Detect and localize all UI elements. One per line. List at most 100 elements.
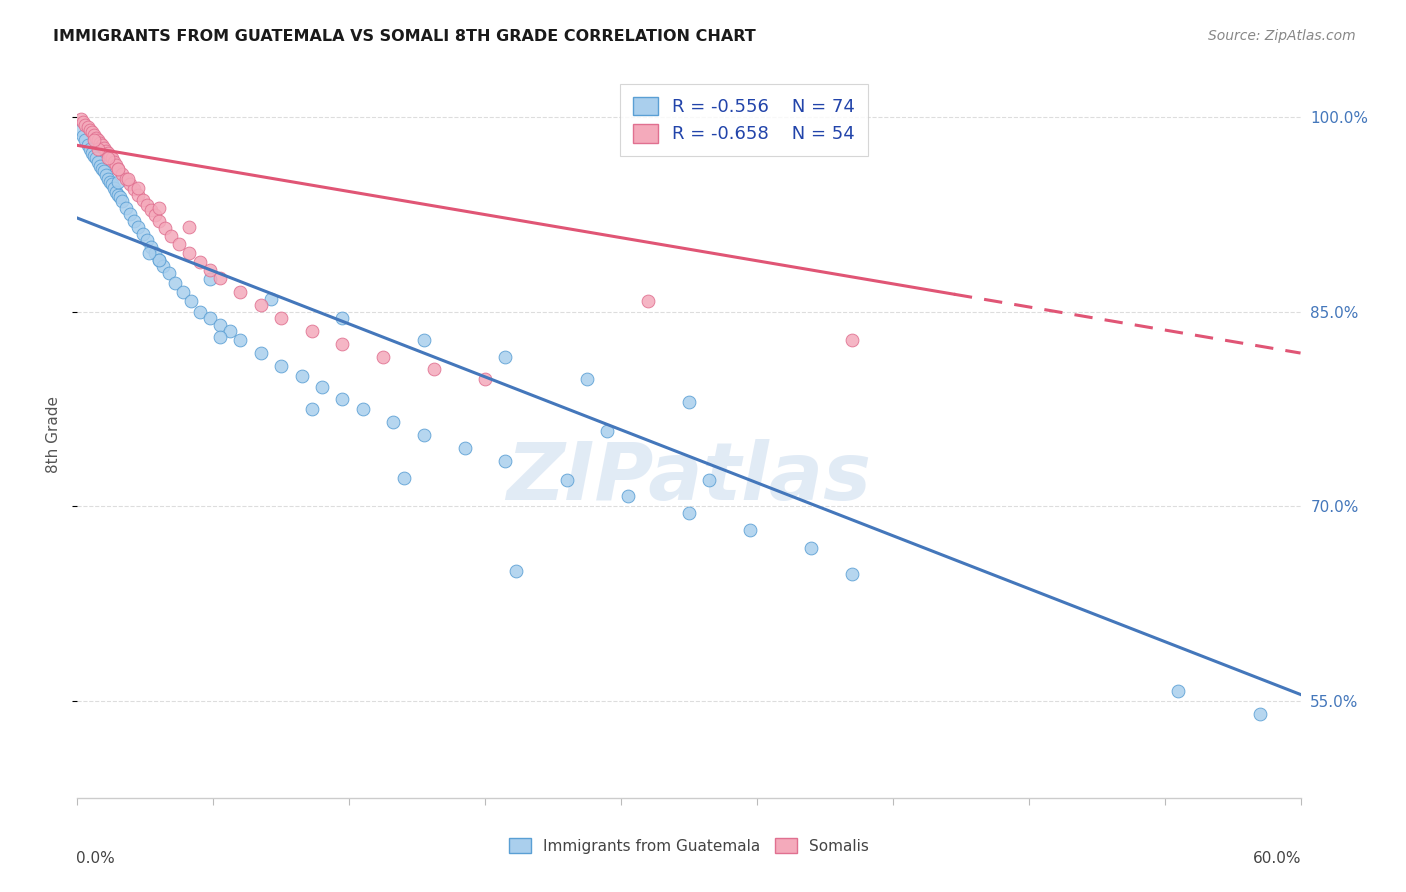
Point [72,129,94,144]
Point [555,473,578,487]
Point [87,133,110,147]
Point [135,198,157,212]
Point [138,246,160,260]
Point [1249,706,1271,721]
Point [219,324,242,338]
Point [94,168,117,182]
Text: 0.0%: 0.0% [76,851,115,865]
Point [94,144,117,158]
Text: ZIPatlas: ZIPatlas [506,440,872,517]
Point [165,276,187,290]
Text: Source: ZipAtlas.com: Source: ZipAtlas.com [1208,29,1355,43]
Point [124,182,146,196]
Point [103,181,125,195]
Point [107,161,129,176]
Text: IMMIGRANTS FROM GUATEMALA VS SOMALI 8TH GRADE CORRELATION CHART: IMMIGRANTS FROM GUATEMALA VS SOMALI 8TH … [53,29,756,44]
Point [153,221,176,235]
Point [290,369,312,384]
Point [108,190,131,204]
Point [637,294,659,309]
Point [103,155,125,169]
Point [79,142,101,156]
Point [172,285,194,299]
Point [392,471,415,485]
Point [740,523,762,537]
Point [260,292,283,306]
Point [188,304,211,318]
Point [127,187,149,202]
Point [160,229,183,244]
Point [208,318,231,332]
Point [413,333,436,347]
Point [179,220,201,235]
Point [198,311,221,326]
Point [148,252,170,267]
Point [270,359,292,373]
Point [115,172,138,186]
Point [87,155,110,169]
Point [270,311,292,326]
Point [89,159,111,173]
Point [70,112,93,127]
Legend: Immigrants from Guatemala, Somalis: Immigrants from Guatemala, Somalis [503,831,875,860]
Point [107,175,129,189]
Point [841,333,863,347]
Point [800,541,823,555]
Point [84,152,107,166]
Point [352,401,374,416]
Point [76,138,98,153]
Point [117,172,139,186]
Point [229,285,252,299]
Point [105,185,128,199]
Point [111,167,134,181]
Point [332,311,354,326]
Point [79,122,101,136]
Point [495,350,517,364]
Point [131,227,153,241]
Point [371,350,394,364]
Point [229,333,252,347]
Point [75,118,97,132]
Point [83,128,105,142]
Point [332,392,354,406]
Point [474,372,496,386]
Point [131,193,153,207]
Point [148,213,170,227]
Point [505,564,527,578]
Point [98,175,121,189]
Point [157,266,180,280]
Point [382,415,405,429]
Point [699,473,721,487]
Point [111,194,134,209]
Point [678,395,700,409]
Point [148,201,170,215]
Point [179,246,201,260]
Point [124,213,146,227]
Point [127,220,149,235]
Point [311,380,333,394]
Point [423,361,446,376]
Point [101,178,124,192]
Point [83,133,105,147]
Point [169,237,191,252]
Point [97,152,120,166]
Point [180,294,202,309]
Point [143,246,166,260]
Point [841,566,863,581]
Point [84,130,107,145]
Point [80,146,103,161]
Point [70,122,93,136]
Point [72,115,94,129]
Point [83,149,105,163]
Point [617,489,640,503]
Point [301,401,323,416]
Point [332,337,354,351]
Point [105,158,128,172]
Point [188,255,211,269]
Point [115,201,138,215]
Point [107,187,129,202]
Point [97,172,120,186]
Point [120,207,142,221]
Point [90,138,112,153]
Point [678,506,700,520]
